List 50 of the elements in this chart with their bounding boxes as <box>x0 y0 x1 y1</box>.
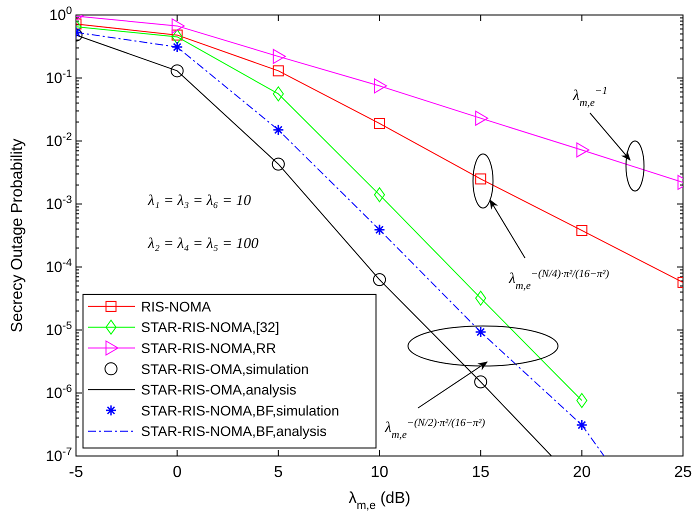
x-tick-label: 0 <box>172 464 182 481</box>
point <box>374 118 385 129</box>
point <box>272 86 284 102</box>
point <box>172 29 183 44</box>
y-tick-label: 10$^{-6}$ <box>46 383 72 402</box>
x-axis-title: λ$_{m,e}$ (dB) <box>348 490 410 512</box>
point <box>474 375 488 388</box>
legend-label: STAR-RIS-NOMA,BF,simulation <box>141 402 340 418</box>
point <box>172 30 183 41</box>
point <box>272 48 286 64</box>
point <box>272 158 285 171</box>
point <box>576 393 588 408</box>
point <box>272 124 284 136</box>
x-tick-label: -5 <box>68 464 84 481</box>
point <box>170 64 184 78</box>
point <box>374 78 387 94</box>
x-tick-label: 5 <box>274 464 283 481</box>
legend-label: STAR-RIS-NOMA,[32] <box>141 319 280 336</box>
point <box>172 18 185 34</box>
point <box>171 41 183 53</box>
x-tick-label: 10 <box>370 464 388 481</box>
y-tick-label: 10$^{-7}$ <box>46 446 72 465</box>
point <box>576 224 588 236</box>
y-tick-label: 10$^{-1}$ <box>46 68 72 87</box>
y-tick-label: 10$^{0}$ <box>49 5 72 24</box>
y-tick-label: 10$^{-3}$ <box>46 194 72 213</box>
legend-label: STAR-RIS-OMA,analysis <box>141 382 296 398</box>
point <box>475 173 486 184</box>
annotation: λ₂ = λ₄ = λ₅ = 100 <box>147 236 259 252</box>
y-tick-label: 10$^{-2}$ <box>46 131 72 150</box>
y-tick-label: 10$^{-5}$ <box>46 320 72 339</box>
point <box>474 326 486 338</box>
point <box>272 65 284 76</box>
x-tick-label: 20 <box>572 464 591 481</box>
annotation: λ₁ = λ₃ = λ₆ = 10 <box>147 193 252 209</box>
y-axis-title: Secrecy Outage Probability <box>9 138 26 332</box>
x-tick-label: 15 <box>472 464 490 481</box>
legend-label: STAR-RIS-NOMA,RR <box>141 340 276 356</box>
point <box>475 290 486 306</box>
point <box>374 224 386 236</box>
x-tick-label: 25 <box>674 464 692 481</box>
legend-label: STAR-RIS-NOMA,BF,analysis <box>141 423 327 440</box>
point <box>576 419 588 431</box>
y-tick-label: 10$^{-4}$ <box>46 257 72 276</box>
legend-label: RIS-NOMA <box>141 298 212 314</box>
point <box>576 142 590 158</box>
legend-label: STAR-RIS-OMA,simulation <box>141 360 309 377</box>
point <box>374 187 385 202</box>
point <box>475 110 488 126</box>
point <box>373 273 386 286</box>
